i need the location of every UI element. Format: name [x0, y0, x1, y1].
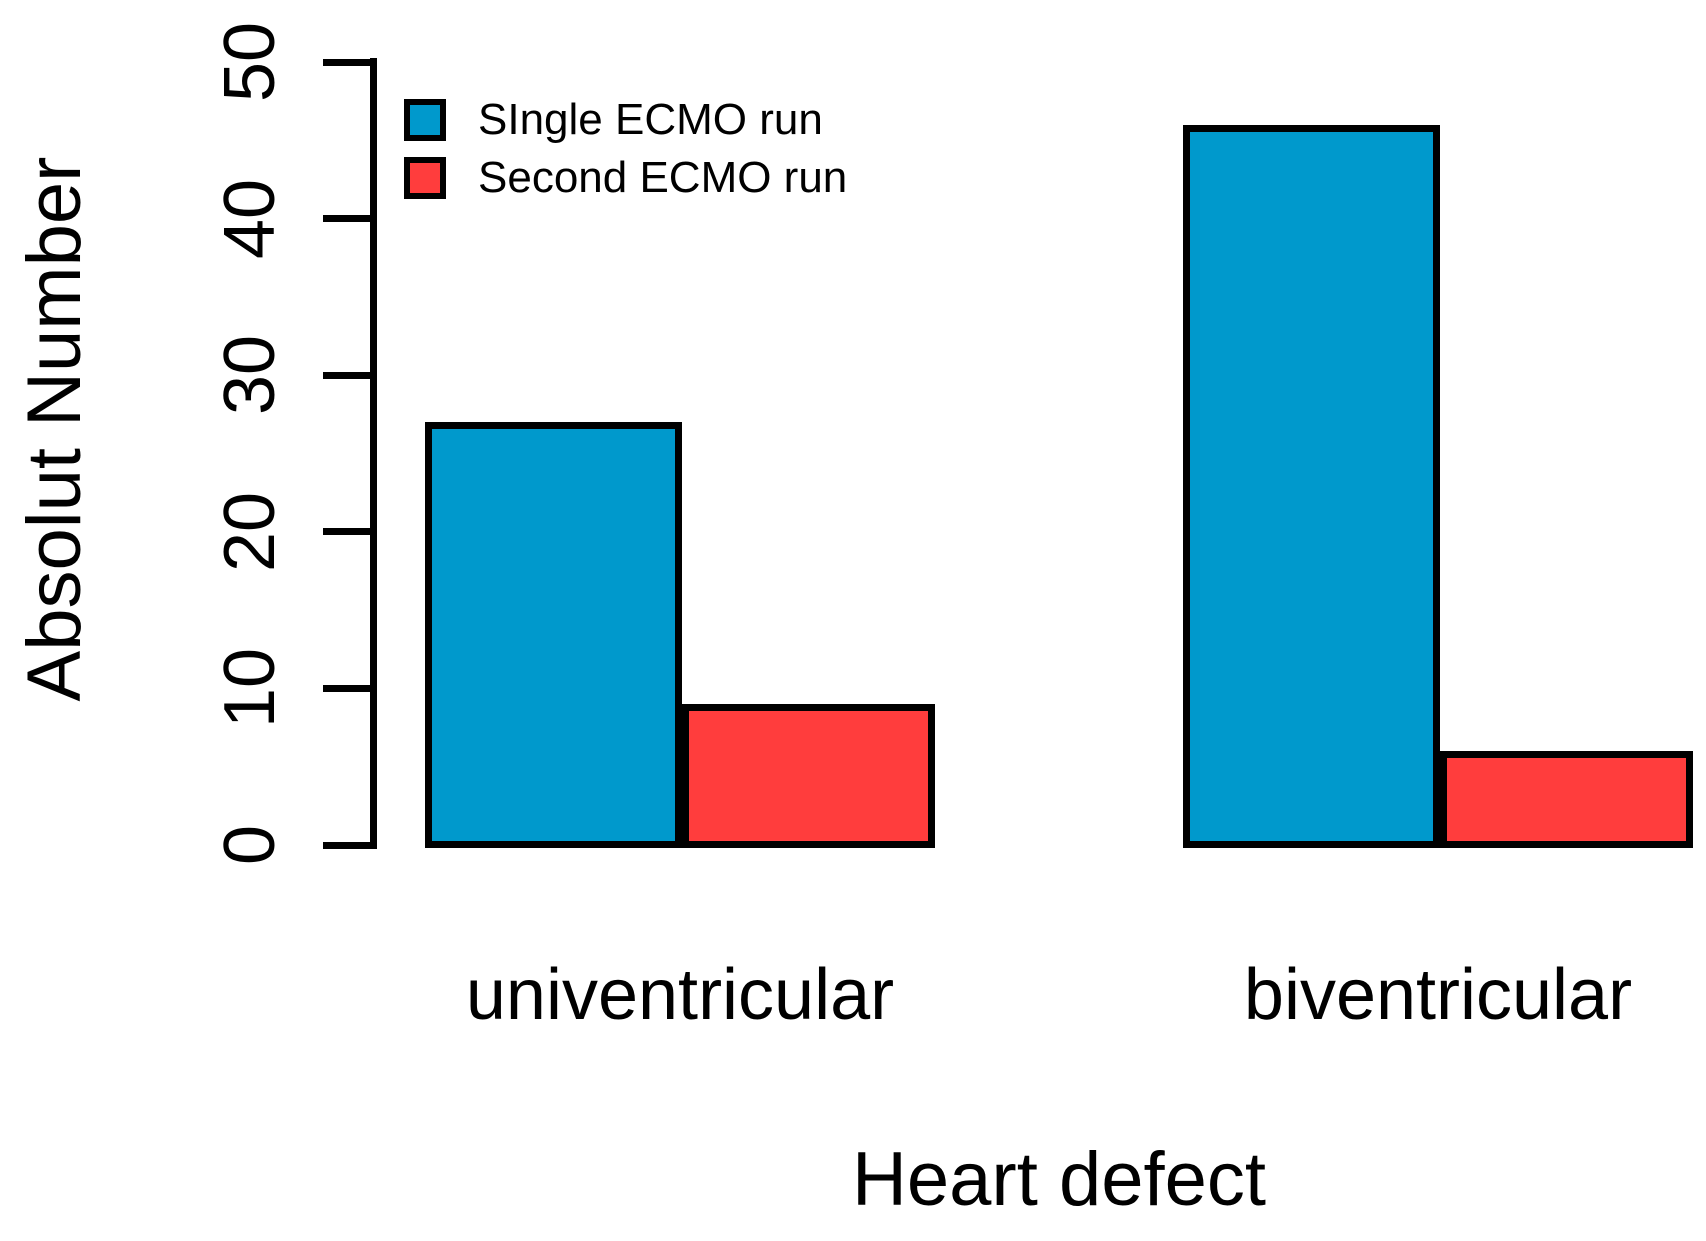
legend-label-second-ecmo: Second ECMO run: [478, 153, 848, 202]
y-tick-label-0: 0: [210, 824, 290, 866]
category-label-univentricular: univentricular: [465, 955, 895, 1035]
bar-biventricular-single-ecmo-run: [1183, 124, 1440, 848]
category-label-biventricular: biventricular: [1243, 955, 1633, 1035]
y-tick-label-20: 20: [210, 491, 290, 572]
legend-swatch-second-ecmo: [404, 157, 446, 199]
bar-biventricular-second-ecmo-run: [1440, 751, 1693, 848]
y-tick-20: [323, 528, 370, 536]
y-tick-30: [323, 371, 370, 379]
y-tick-50: [323, 58, 370, 66]
bar-univentricular-single-ecmo-run: [425, 422, 682, 848]
y-tick-label-40: 40: [210, 178, 290, 259]
y-tick-label-30: 30: [210, 335, 290, 416]
y-tick-40: [323, 215, 370, 223]
y-axis-line: [370, 58, 377, 849]
y-axis-title: Absolut Number: [12, 156, 97, 702]
x-axis-title: Heart defect: [852, 1137, 1266, 1222]
y-tick-label-10: 10: [210, 648, 290, 729]
y-tick-label-50: 50: [210, 21, 290, 103]
y-tick-10: [323, 684, 370, 692]
y-tick-0: [323, 841, 370, 849]
bar-univentricular-second-ecmo-run: [682, 704, 935, 848]
legend-label-single-ecmo: SIngle ECMO run: [478, 95, 823, 144]
legend-swatch-single-ecmo: [404, 99, 446, 141]
